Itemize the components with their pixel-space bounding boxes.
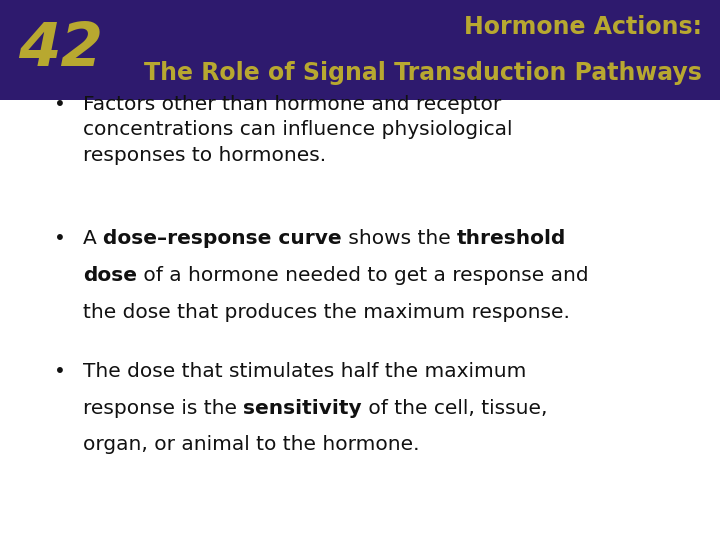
Text: A: A xyxy=(83,230,103,248)
Text: threshold: threshold xyxy=(456,230,566,248)
Text: The dose that stimulates half the maximum: The dose that stimulates half the maximu… xyxy=(83,362,526,381)
Text: of a hormone needed to get a response and: of a hormone needed to get a response an… xyxy=(137,266,588,285)
Text: Factors other than hormone and receptor
concentrations can influence physiologic: Factors other than hormone and receptor … xyxy=(83,94,513,165)
Bar xyxy=(0,0,720,100)
Text: Hormone Actions:: Hormone Actions: xyxy=(464,15,702,39)
Text: the dose that produces the maximum response.: the dose that produces the maximum respo… xyxy=(83,303,570,322)
Text: 42: 42 xyxy=(18,21,103,79)
Text: •: • xyxy=(54,362,66,381)
Text: •: • xyxy=(54,230,66,248)
Text: organ, or animal to the hormone.: organ, or animal to the hormone. xyxy=(83,435,419,454)
Text: dose–response curve: dose–response curve xyxy=(103,230,341,248)
Text: dose: dose xyxy=(83,266,137,285)
Text: sensitivity: sensitivity xyxy=(243,399,362,417)
Text: response is the: response is the xyxy=(83,399,243,417)
Text: The Role of Signal Transduction Pathways: The Role of Signal Transduction Pathways xyxy=(144,61,702,85)
Text: of the cell, tissue,: of the cell, tissue, xyxy=(361,399,547,417)
Text: •: • xyxy=(54,94,66,113)
Text: shows the: shows the xyxy=(341,230,456,248)
